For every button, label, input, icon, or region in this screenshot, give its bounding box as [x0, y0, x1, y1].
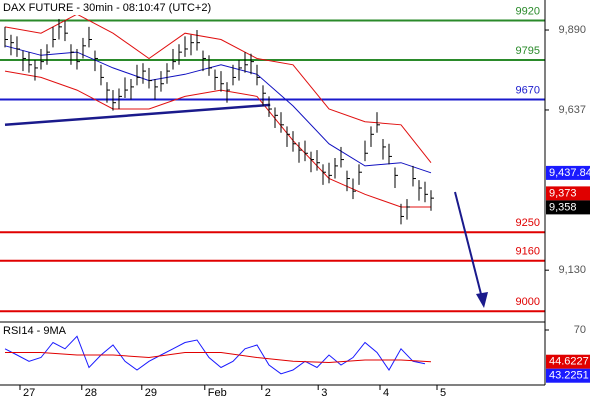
level-label: 9000: [516, 296, 540, 308]
x-tick-label: 29: [145, 387, 157, 399]
y-tick-label: 70: [574, 324, 586, 336]
title-bg: [0, 0, 232, 15]
chart-title: DAX FUTURE - 30min - 08:10:47 (UTC+2): [3, 2, 211, 14]
level-label: 9920: [516, 5, 540, 17]
price-tag: [546, 200, 590, 215]
arrow-shaft: [454, 191, 483, 299]
value-tag-label: 43.2251: [549, 370, 589, 382]
plot-layer: 9920 9795 9670 9250 9160 9000 9,890 9,637 9,130 9…: [0, 5, 590, 399]
y-tick-label: 9,130: [558, 264, 586, 276]
level-label: 9795: [516, 45, 540, 57]
rsi-title: RSI14 - 9MA: [3, 325, 67, 337]
x-tick-label: 2: [265, 387, 271, 399]
trendline: [4, 103, 271, 127]
value-tag: [546, 368, 590, 383]
x-tick-label: Feb: [208, 387, 227, 399]
x-tick-label: 3: [321, 387, 327, 399]
price-tag-label: 9,358: [549, 201, 577, 213]
x-tick-label: 4: [383, 387, 389, 399]
y-tick-label: 9,890: [558, 24, 586, 36]
price-tag: [546, 165, 590, 180]
forecast-arrow: [454, 191, 488, 308]
price-tag-label: 9,373: [549, 187, 577, 199]
level-label: 9250: [516, 217, 540, 229]
x-tick-label: 27: [23, 387, 35, 399]
level-label: 9160: [516, 246, 540, 258]
arrow-head: [476, 292, 488, 308]
y-tick-label: 9,637: [558, 104, 586, 116]
rsi-line: [5, 352, 432, 364]
x-tick-label: 28: [85, 387, 97, 399]
price-tag-label: 9,437.84: [549, 167, 590, 179]
x-tick-label: 5: [440, 387, 446, 399]
rsi-line: [4, 335, 426, 375]
price-tag: [546, 186, 590, 201]
level-label: 9670: [516, 84, 540, 96]
value-tag: [546, 354, 590, 369]
value-tag-label: 44.6227: [549, 356, 589, 368]
